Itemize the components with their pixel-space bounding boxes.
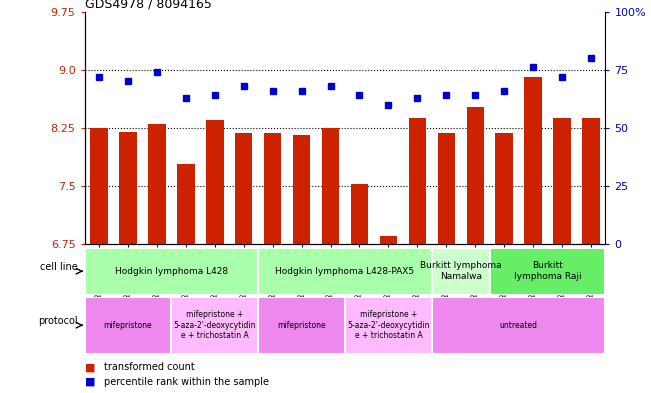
- Bar: [432, 248, 490, 295]
- Text: Hodgkin lymphoma L428: Hodgkin lymphoma L428: [115, 267, 228, 275]
- Bar: [351, 184, 368, 244]
- Bar: [235, 133, 253, 244]
- Text: mifepristone: mifepristone: [277, 321, 326, 330]
- Bar: [258, 248, 432, 295]
- Bar: [345, 297, 432, 354]
- Bar: [582, 118, 600, 244]
- Text: ■: ■: [85, 377, 95, 387]
- Text: mifepristone: mifepristone: [104, 321, 152, 330]
- Text: Burkitt
lymphoma Raji: Burkitt lymphoma Raji: [514, 261, 581, 281]
- Text: protocol: protocol: [38, 316, 78, 326]
- Text: transformed count: transformed count: [104, 362, 195, 373]
- Bar: [525, 77, 542, 244]
- Bar: [119, 132, 137, 244]
- Bar: [148, 124, 165, 244]
- Bar: [380, 236, 397, 244]
- Bar: [322, 128, 339, 244]
- Text: percentile rank within the sample: percentile rank within the sample: [104, 377, 269, 387]
- Bar: [490, 248, 605, 295]
- Bar: [409, 118, 426, 244]
- Text: mifepristone +
5-aza-2'-deoxycytidin
e + trichostatin A: mifepristone + 5-aza-2'-deoxycytidin e +…: [174, 310, 256, 340]
- Bar: [85, 297, 171, 354]
- Bar: [90, 128, 108, 244]
- Text: cell line: cell line: [40, 262, 78, 272]
- Bar: [264, 133, 281, 244]
- Bar: [467, 107, 484, 244]
- Bar: [553, 118, 571, 244]
- Text: Burkitt lymphoma
Namalwa: Burkitt lymphoma Namalwa: [420, 261, 501, 281]
- Bar: [206, 120, 223, 244]
- Bar: [495, 133, 513, 244]
- Bar: [437, 133, 455, 244]
- Text: untreated: untreated: [499, 321, 538, 330]
- Text: Hodgkin lymphoma L428-PAX5: Hodgkin lymphoma L428-PAX5: [275, 267, 415, 275]
- Bar: [293, 136, 311, 244]
- Text: ■: ■: [85, 362, 95, 373]
- Bar: [171, 297, 258, 354]
- Bar: [258, 297, 345, 354]
- Text: mifepristone +
5-aza-2'-deoxycytidin
e + trichostatin A: mifepristone + 5-aza-2'-deoxycytidin e +…: [347, 310, 430, 340]
- Bar: [85, 248, 258, 295]
- Bar: [432, 297, 605, 354]
- Text: GDS4978 / 8094165: GDS4978 / 8094165: [85, 0, 212, 11]
- Bar: [177, 164, 195, 244]
